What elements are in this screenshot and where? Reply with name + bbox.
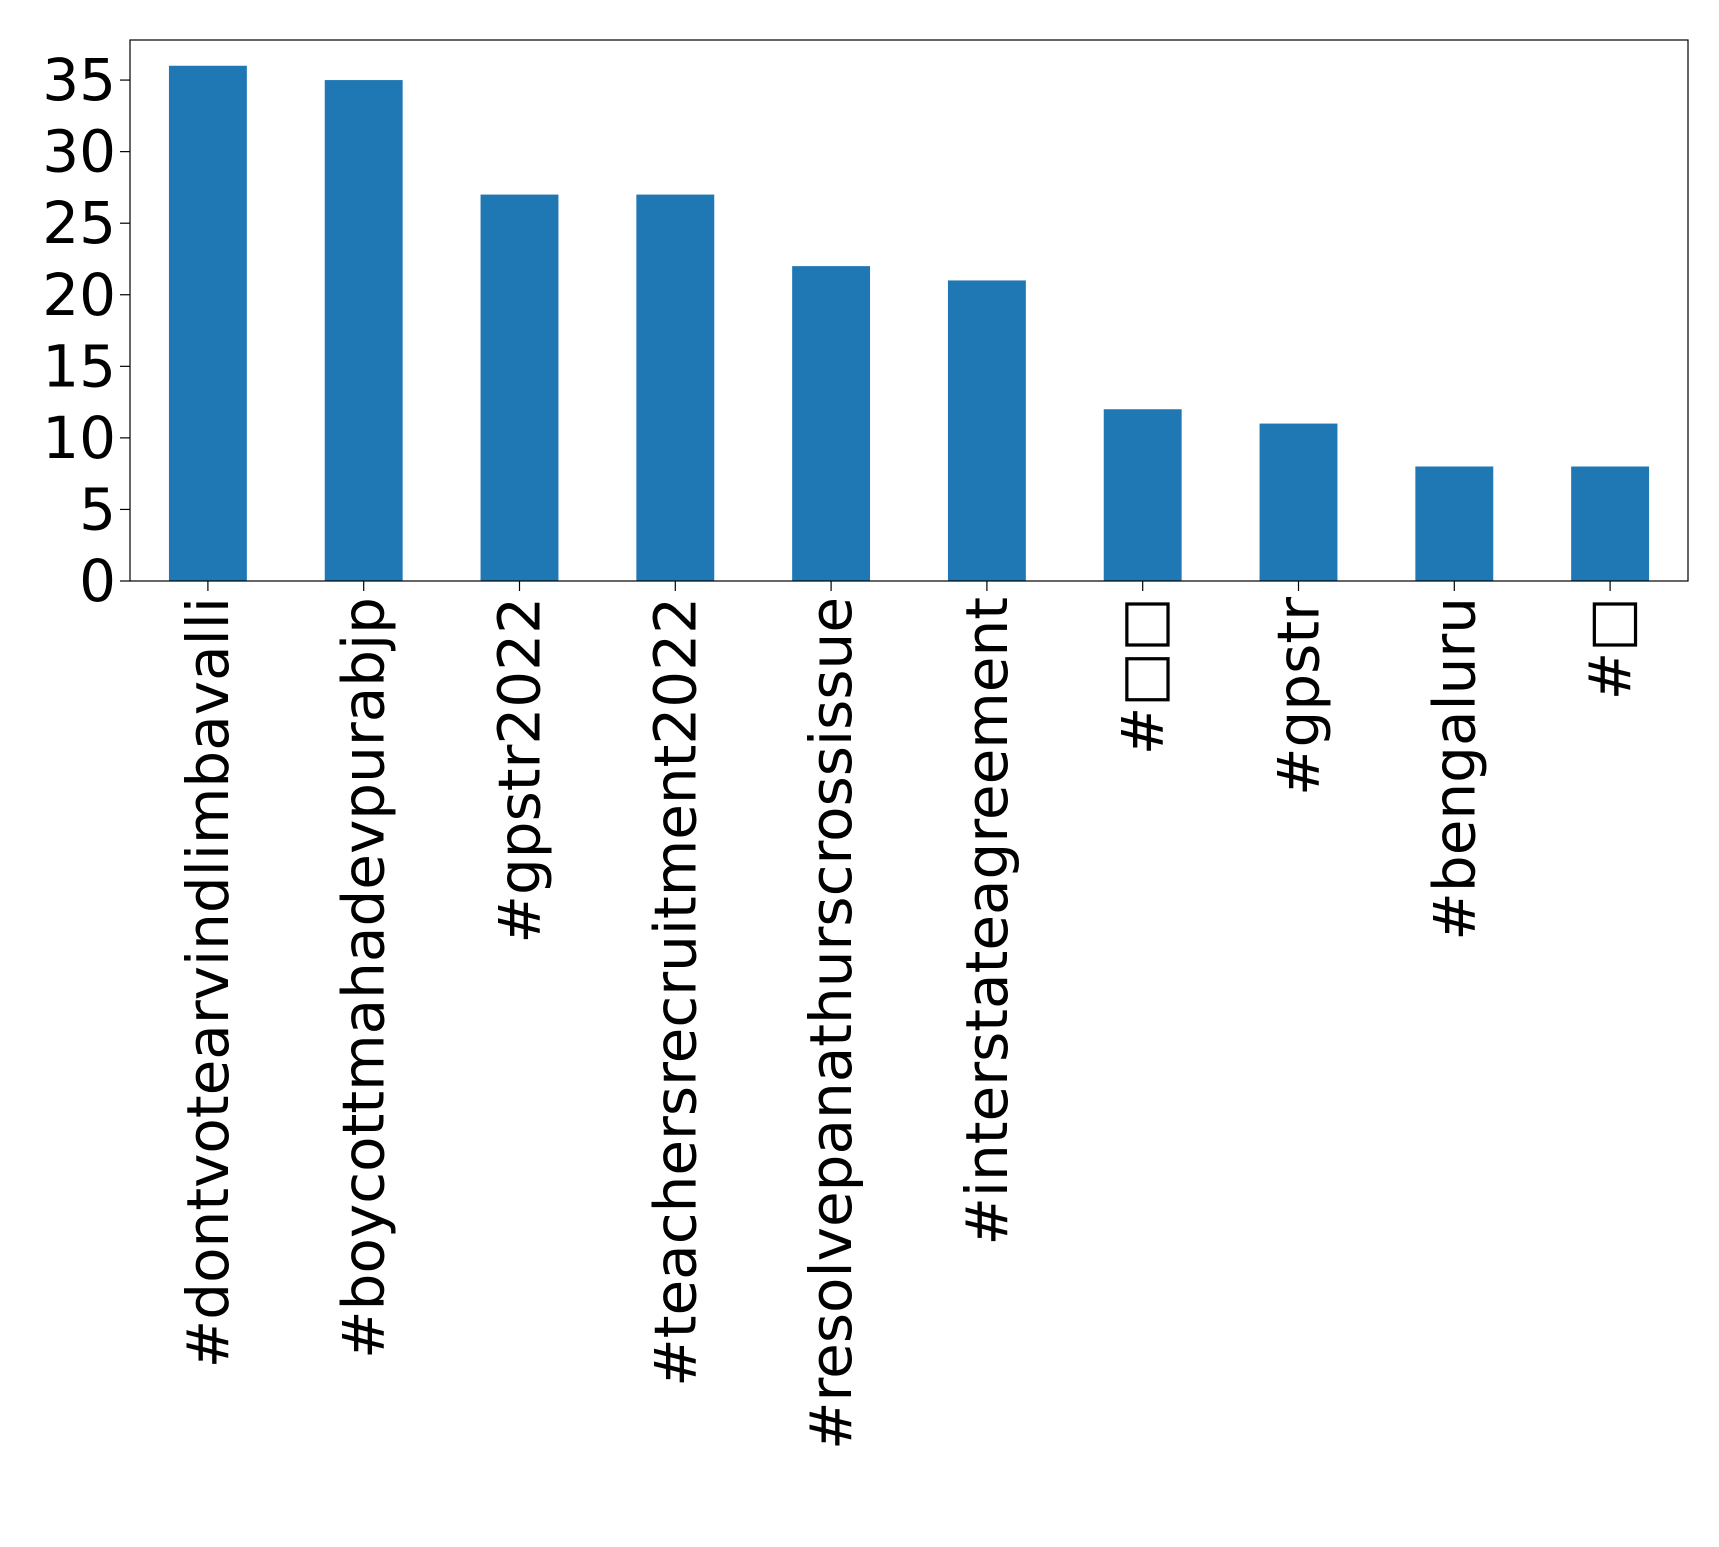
x-tick-label: #gpstr2022 [486, 597, 554, 944]
y-tick-label: 25 [42, 189, 116, 257]
bar-0 [168, 65, 247, 581]
plot-frame [129, 39, 1689, 582]
bar-6 [1103, 409, 1182, 581]
bars-layer [168, 65, 1650, 581]
y-tick-label: 15 [42, 332, 116, 400]
x-tick-label: #resolvepanathurscrossissue [797, 597, 865, 1450]
bar-2 [480, 194, 559, 581]
x-tick-label: #gpstr [1265, 597, 1333, 796]
x-tick-label: #teachersrecruitment2022 [641, 597, 709, 1387]
y-tick-label: 30 [42, 118, 116, 186]
x-tick-label: #interstateagreement [953, 597, 1021, 1246]
bar-7 [1259, 423, 1338, 581]
x-tick-label: #□□ [1109, 597, 1177, 755]
y-tick-label: 20 [42, 261, 116, 329]
x-tick-label: #boycottmahadevpurabjp [330, 597, 398, 1359]
bar-1 [324, 80, 403, 581]
bar-4 [792, 266, 871, 581]
y-tick-label: 5 [79, 475, 116, 543]
axes-layer [120, 39, 1689, 591]
bar-8 [1415, 466, 1494, 581]
bar-3 [636, 194, 715, 581]
x-tick-label: #□ [1576, 597, 1644, 700]
bar-5 [947, 280, 1026, 581]
y-tick-label: 0 [79, 547, 116, 615]
x-tick-label: #dontvotearvindlimbavalli [174, 597, 242, 1368]
y-tick-label: 10 [42, 404, 116, 472]
x-tick-label: #bengaluru [1420, 597, 1488, 941]
y-tick-label: 35 [42, 46, 116, 114]
bar-9 [1571, 466, 1650, 581]
